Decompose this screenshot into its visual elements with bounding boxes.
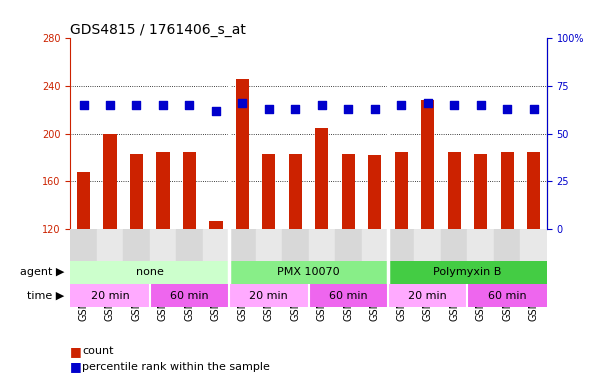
Bar (421, 100, 434, 229)
Point (131, 102, 141, 108)
Text: 60 min: 60 min (329, 291, 368, 301)
Point (185, 102, 194, 108)
Point (423, 100, 433, 106)
Bar (521, 229, 547, 261)
Point (397, 102, 406, 108)
Bar (395, 152, 408, 229)
Bar (309, 284, 388, 307)
Text: ■: ■ (70, 345, 82, 358)
Bar (282, 229, 309, 261)
Bar (388, 284, 467, 307)
Point (317, 102, 327, 108)
Bar (388, 229, 414, 261)
Bar (70, 229, 97, 261)
Point (264, 106, 274, 112)
Text: 20 min: 20 min (249, 291, 288, 301)
Bar (70, 261, 229, 284)
Bar (97, 229, 123, 261)
Bar (467, 229, 494, 261)
Bar (527, 152, 540, 229)
Bar (255, 229, 282, 261)
Point (370, 106, 379, 112)
Bar (130, 154, 143, 229)
Bar (229, 261, 388, 284)
Bar (474, 154, 488, 229)
Bar (289, 154, 302, 229)
Bar (236, 79, 249, 229)
Text: Polymyxin B: Polymyxin B (433, 267, 502, 277)
Bar (176, 229, 203, 261)
Text: GDS4815 / 1761406_s_at: GDS4815 / 1761406_s_at (70, 23, 246, 37)
Bar (447, 152, 461, 229)
Bar (388, 261, 547, 284)
Bar (368, 155, 381, 229)
Text: PMX 10070: PMX 10070 (277, 267, 340, 277)
Bar (150, 229, 176, 261)
Bar (209, 220, 222, 229)
Bar (335, 229, 362, 261)
Bar (342, 154, 355, 229)
Bar (156, 152, 170, 229)
Text: 20 min: 20 min (408, 291, 447, 301)
Point (502, 106, 512, 112)
Bar (262, 154, 276, 229)
Bar (103, 134, 117, 229)
Text: percentile rank within the sample: percentile rank within the sample (82, 362, 270, 372)
Text: ■: ■ (70, 360, 82, 373)
Point (79, 102, 89, 108)
Point (105, 102, 115, 108)
Text: count: count (82, 346, 114, 356)
Bar (77, 172, 90, 229)
Bar (362, 229, 388, 261)
Text: 60 min: 60 min (488, 291, 527, 301)
Text: agent ▶: agent ▶ (20, 267, 64, 277)
Bar (494, 229, 521, 261)
Bar (414, 229, 441, 261)
Bar (309, 229, 335, 261)
Point (476, 102, 486, 108)
Point (449, 102, 459, 108)
Point (529, 106, 538, 112)
Point (290, 106, 300, 112)
Bar (150, 284, 229, 307)
Bar (441, 229, 467, 261)
Point (211, 108, 221, 114)
Bar (70, 284, 150, 307)
Bar (229, 229, 255, 261)
Bar (229, 284, 309, 307)
Point (238, 100, 247, 106)
Bar (203, 229, 229, 261)
Bar (315, 128, 329, 229)
Bar (467, 284, 547, 307)
Bar (123, 229, 150, 261)
Text: 20 min: 20 min (90, 291, 130, 301)
Bar (183, 152, 196, 229)
Text: 60 min: 60 min (170, 291, 209, 301)
Point (158, 102, 168, 108)
Point (343, 106, 353, 112)
Text: time ▶: time ▶ (27, 291, 64, 301)
Text: none: none (136, 267, 164, 277)
Bar (500, 152, 514, 229)
